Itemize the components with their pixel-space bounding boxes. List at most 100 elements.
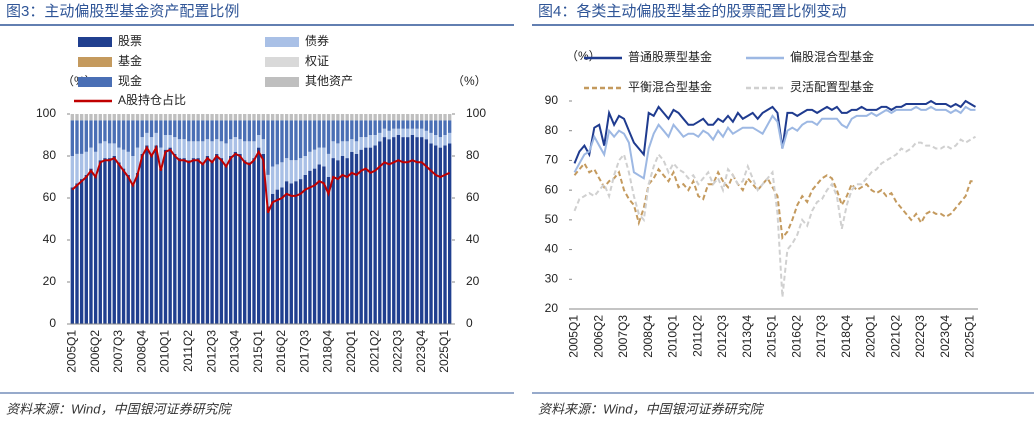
bar-segment: [415, 128, 419, 138]
bar-segment: [284, 114, 289, 121]
bar-segment: [70, 156, 75, 188]
bar-segment: [364, 147, 368, 324]
bar-segment: [298, 114, 303, 121]
bar-segment: [438, 114, 443, 121]
bar-segment: [336, 160, 340, 324]
x-tick-label: 2023Q4: [414, 330, 428, 373]
bar-segment: [382, 128, 387, 138]
bar-segment: [126, 151, 130, 175]
y2-tick-label: 40: [466, 232, 480, 246]
bar-segment: [406, 128, 410, 138]
x-tick-label: 2011Q2: [690, 315, 704, 357]
y-tick-label: 100: [36, 106, 56, 120]
bar-segment: [219, 120, 224, 142]
bar-segment: [406, 137, 410, 324]
bar-segment: [126, 174, 130, 324]
bar-segment: [201, 162, 205, 324]
y-tick-label: 60: [545, 182, 559, 196]
legend-swatch: [265, 57, 299, 67]
bar-segment: [378, 141, 382, 324]
y-tick-label: 40: [545, 242, 559, 256]
bar-segment: [215, 153, 219, 324]
bar-segment: [294, 160, 298, 182]
x-tick-label: 2008Q4: [134, 330, 148, 373]
line-series: [71, 144, 451, 214]
bar-segment: [303, 174, 307, 324]
bar-segment: [266, 120, 270, 175]
bar-segment: [140, 153, 144, 324]
bar-segment: [303, 156, 307, 175]
bar-segment: [336, 114, 340, 121]
bar-segment: [345, 114, 349, 121]
x-tick-label: 2017Q3: [297, 330, 311, 373]
bar-segment: [326, 120, 331, 154]
bar-segment: [201, 114, 205, 121]
x-tick-label: 2016Q2: [274, 330, 288, 373]
x-tick-label: 2021Q2: [888, 315, 902, 358]
bar-segment: [84, 120, 88, 152]
bar-segment: [243, 160, 247, 324]
bar-segment: [229, 114, 233, 121]
bar-segment: [378, 114, 382, 121]
bar-segment: [298, 179, 303, 324]
bar-segment: [312, 168, 317, 324]
bar-segment: [275, 164, 279, 190]
bar-segment: [447, 114, 452, 121]
bar-segment: [79, 153, 84, 180]
x-tick-label: 2023Q4: [938, 315, 952, 358]
x-tick-label: 2012Q3: [204, 330, 218, 373]
bar-segment: [117, 162, 121, 324]
bar-segment: [331, 141, 335, 159]
bar-segment: [284, 120, 289, 159]
bar-segment: [112, 143, 116, 156]
bar-segment: [410, 128, 415, 135]
bar-segment: [354, 120, 359, 142]
bar-segment: [196, 114, 200, 121]
bar-segment: [177, 114, 182, 121]
bar-segment: [210, 120, 214, 142]
bar-segment: [359, 149, 363, 324]
bar-segment: [396, 128, 401, 135]
legend-label: 普通股票型基金: [628, 49, 712, 64]
bar-segment: [84, 151, 88, 175]
bar-segment: [224, 114, 228, 121]
bar-segment: [75, 114, 79, 121]
bar-segment: [89, 168, 93, 324]
bar-segment: [219, 158, 224, 324]
bar-segment: [103, 120, 107, 142]
y-tick-label: 0: [49, 316, 56, 330]
legend-label: 债券: [305, 33, 329, 48]
bar-segment: [215, 139, 219, 154]
bar-segment: [182, 114, 186, 121]
bar-segment: [131, 120, 135, 156]
bar-segment: [121, 120, 126, 150]
bar-segment: [340, 114, 345, 121]
y-tick-label: 40: [43, 232, 57, 246]
bar-segment: [312, 149, 317, 169]
bar-segment: [173, 120, 177, 138]
bar-segment: [317, 164, 321, 324]
bar-segment: [210, 141, 214, 161]
bar-segment: [243, 141, 247, 161]
bar-segment: [378, 132, 382, 142]
bar-segment: [336, 143, 340, 161]
bar-segment: [424, 120, 429, 131]
bar-segment: [368, 120, 373, 135]
x-tick-label: 2015Q1: [251, 330, 265, 373]
bar-segment: [191, 141, 196, 159]
bar-segment: [256, 114, 261, 121]
bar-segment: [98, 143, 102, 161]
bar-segment: [131, 183, 135, 324]
bar-segment: [303, 114, 307, 121]
y2-tick-label: 0: [466, 316, 473, 330]
bar-segment: [350, 151, 354, 324]
bar-segment: [159, 147, 163, 169]
bar-segment: [331, 120, 335, 142]
y-tick-label: 20: [545, 301, 559, 315]
bar-segment: [387, 120, 391, 131]
bar-segment: [392, 128, 396, 138]
bar-segment: [317, 120, 321, 148]
bar-segment: [429, 114, 433, 121]
bar-segment: [149, 120, 154, 138]
bar-segment: [434, 114, 438, 121]
